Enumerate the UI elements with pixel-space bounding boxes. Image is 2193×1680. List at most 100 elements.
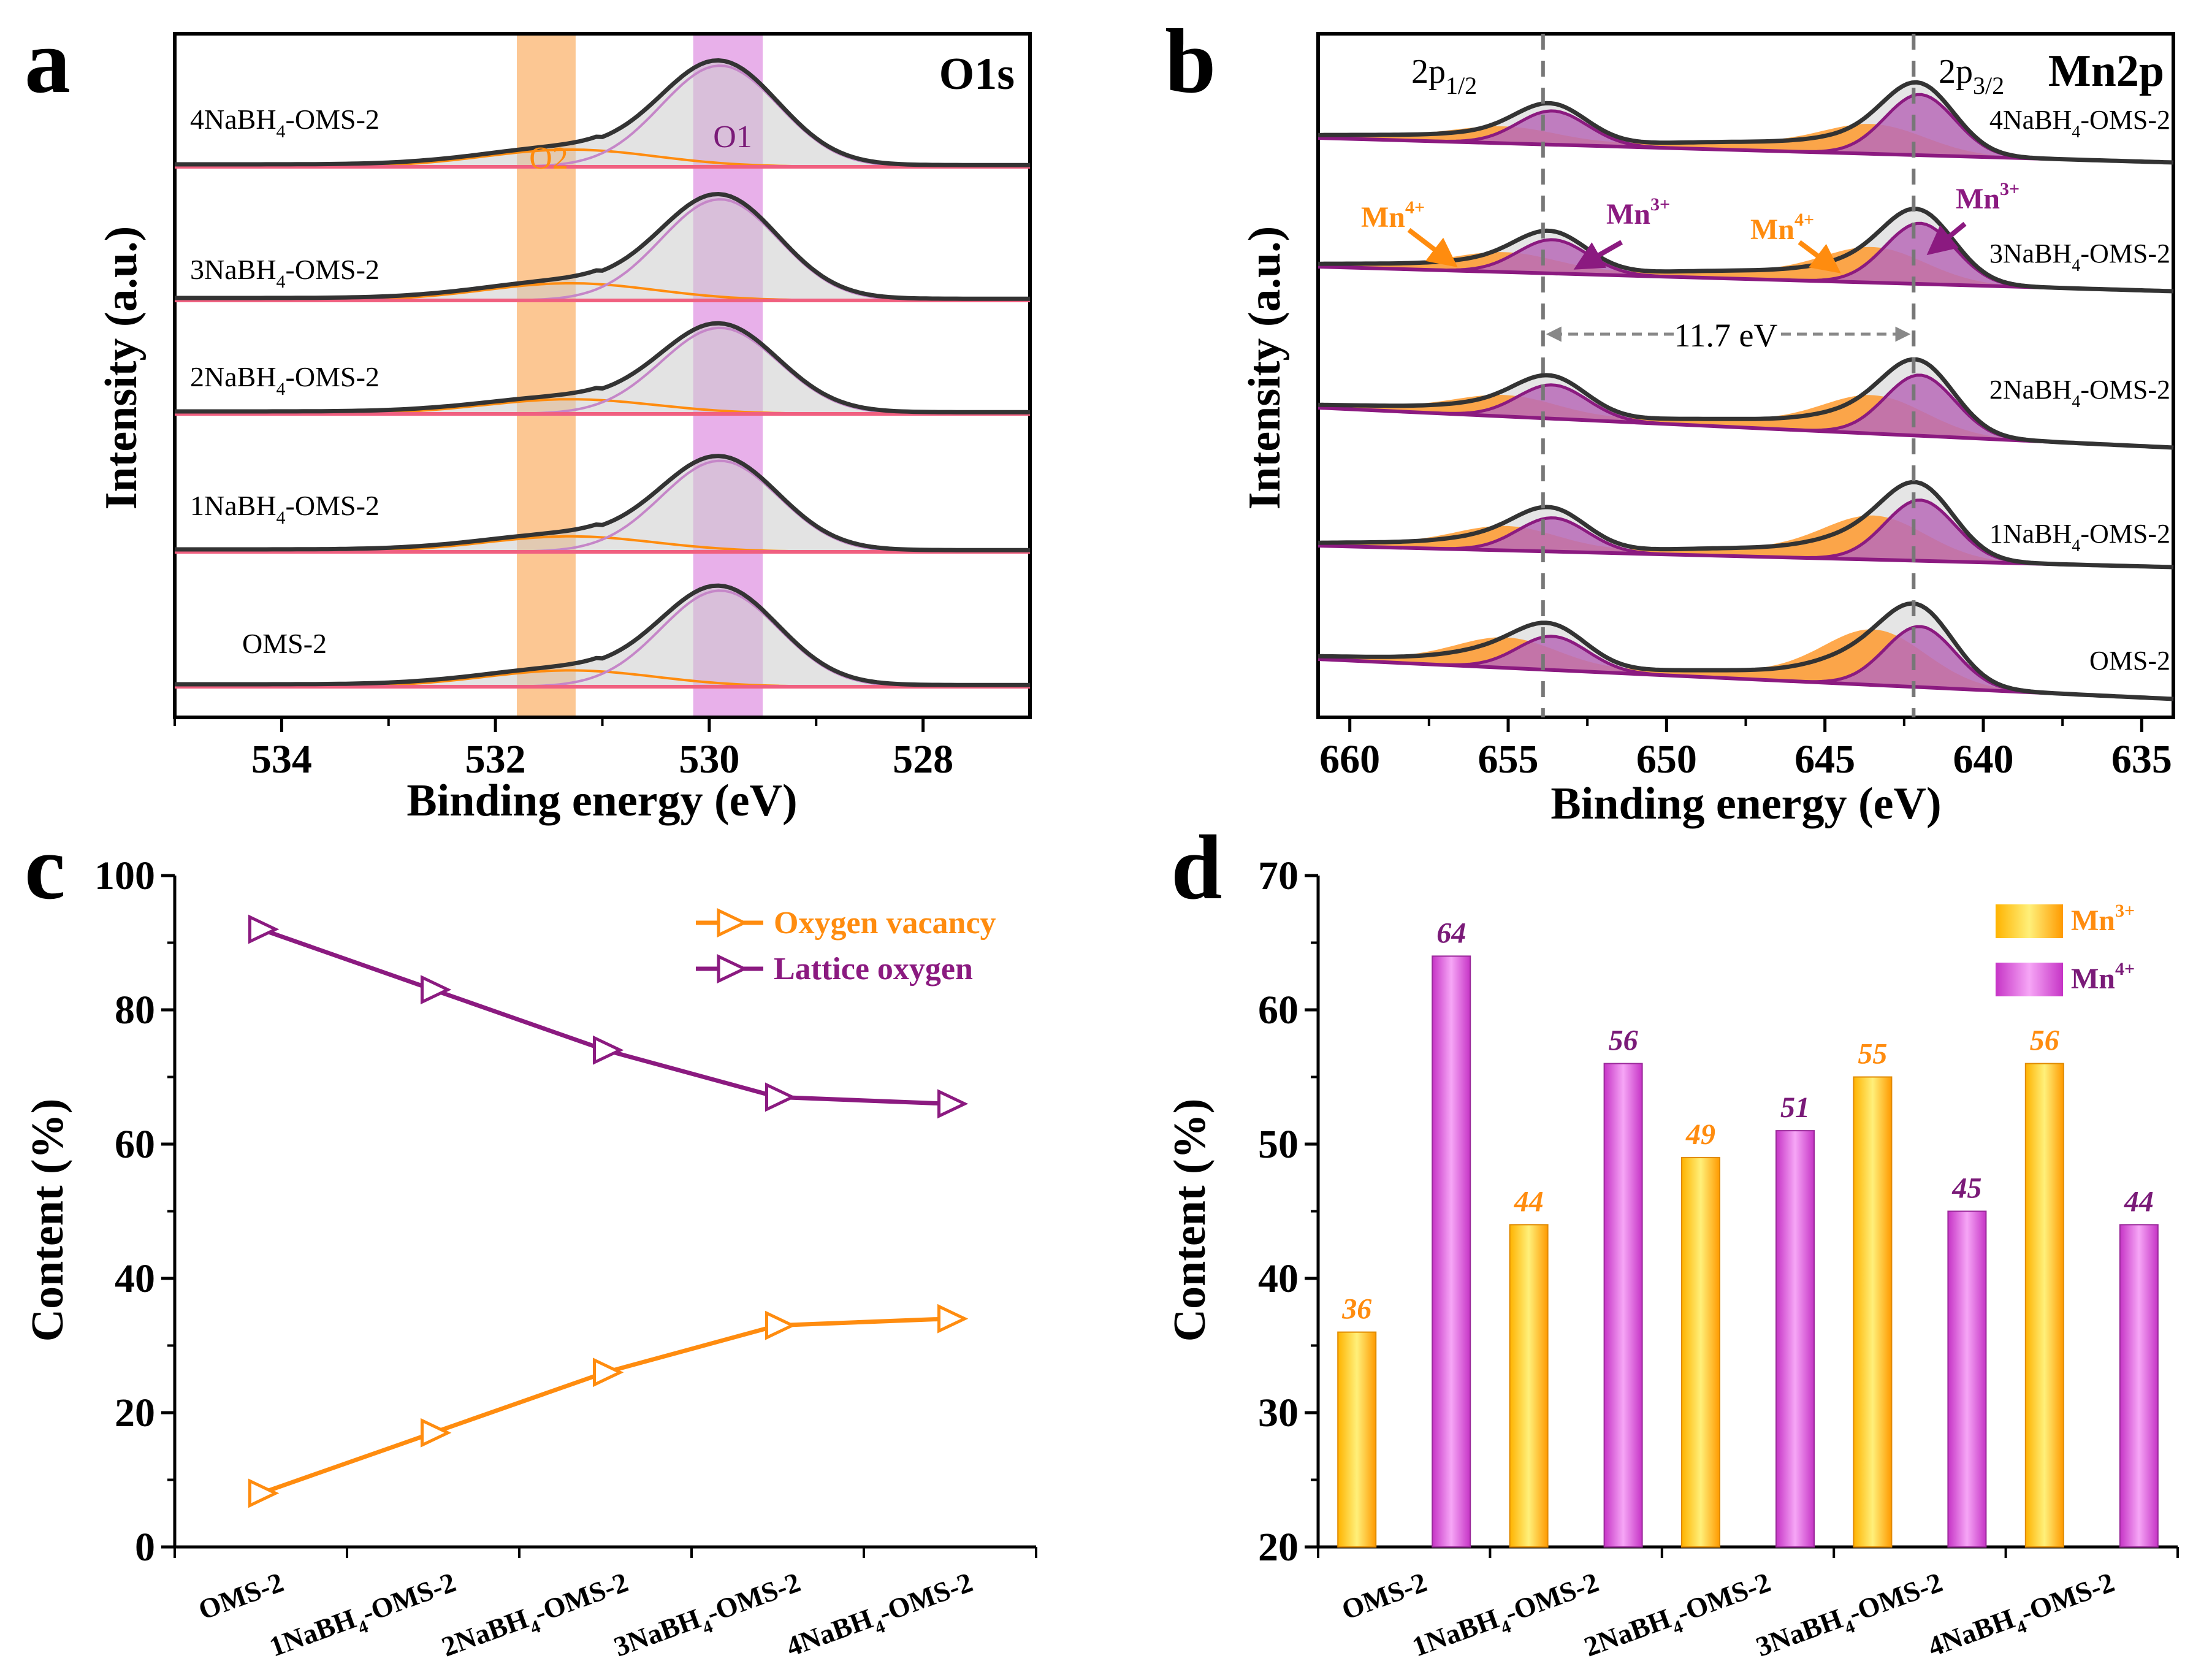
panel-b-sample-labels: 4NaBH4-OMS-2 3NaBH4-OMS-2 2NaBH4-OMS-2 1NaB… [1989,105,2170,676]
category-label: OMS-2 [1338,1566,1431,1625]
series-marker [765,1082,796,1112]
bar-value-label: 56 [2030,1025,2059,1057]
category-label: 4NaBH4-OMS-2 [1924,1566,2121,1668]
mn3-arrow-left [1573,240,1623,270]
series-marker [937,1304,969,1334]
series-marker [248,914,280,944]
label-2p12: 2p1/2 [1411,53,1477,99]
mn3-component [1318,375,2173,448]
o2-band-label: O2 [529,141,568,176]
x-tick-label: 640 [1953,737,2014,782]
o2-highlight-band [517,36,576,716]
category-label: OMS-2 [194,1566,288,1625]
mn4-arrow-right [1798,240,1841,273]
bar-value-label: 55 [1858,1038,1887,1071]
panel-a-x-ticks: 534 532 530 528 [174,717,953,782]
panel-b-mn2p-spectra: b 2p1/2 2p3/2 Mn2p 4NaBH4-OMS-2 3NaBH4-OM… [1165,10,2175,829]
y-tick-label: 20 [115,1391,155,1435]
bar [2024,1063,2064,1548]
panel-c-y-axis-label: Content (%) [23,1099,73,1342]
series-marker [937,1089,969,1119]
panel-d-y-axis-label: Content (%) [1165,1099,1215,1342]
bar [1432,955,1471,1548]
category-label: 3NaBH4-OMS-2 [610,1566,807,1668]
x-tick-label: 534 [251,737,312,782]
panel-a-label: a [25,10,71,112]
panel-a-sample-labels: 4NaBH4-OMS-2 3NaBH4-OMS-2 2NaBH4-OMS-2 1NaB… [190,104,379,659]
envelope-fit [175,191,1030,301]
legend-label: Mn4+ [2071,959,2135,995]
panel-c-axes: 0 20 40 60 80 100 [94,853,1037,1570]
legend-label: Oxygen vacancy [774,906,996,941]
y-tick-label: 60 [115,1122,155,1167]
category-label: 3NaBH4-OMS-2 [1752,1566,1949,1668]
panel-b-element-label: Mn2p [2048,46,2164,96]
category-label: 2NaBH4-OMS-2 [438,1566,635,1668]
legend-swatch [1996,904,2063,938]
envelope-fit [1318,80,2174,165]
envelope-fit [1318,601,2174,701]
y-tick-label: 0 [135,1525,155,1570]
bar [1337,1331,1377,1548]
x-tick-label: 635 [2111,737,2172,782]
panel-a-o1s-spectra: a O1s O2 O1 4NaBH4-OMS-2 3NaBH4-OMS-2 2NaB… [25,10,1032,826]
sample-label: 1NaBH4-OMS-2 [190,490,379,528]
bar [1947,1210,1987,1548]
sample-label: 3NaBH4-OMS-2 [190,254,379,292]
bar-value-label: 64 [1436,917,1466,949]
panel-b-x-ticks: 660 655 650 645 640 635 [1319,717,2172,782]
series-marker [765,1310,796,1340]
bar-value-label: 49 [1685,1118,1715,1151]
panel-c-label: c [25,817,66,918]
envelope-fit [175,58,1030,167]
series-marker [593,1035,624,1065]
mn3-component [1318,223,2173,291]
sample-label: OMS-2 [2089,646,2170,676]
legend-label: Lattice oxygen [774,952,973,987]
x-tick-label: 660 [1319,737,1380,782]
panel-a-x-axis-label: Binding energy (eV) [406,776,797,826]
sample-label: 4NaBH4-OMS-2 [1989,105,2170,142]
category-label: 2NaBH4-OMS-2 [1580,1566,1777,1668]
category-label: 1NaBH4-OMS-2 [1408,1566,1605,1668]
legend-label: Mn3+ [2071,901,2135,937]
panel-b-spectra [1318,80,2174,701]
category-label: 4NaBH4-OMS-2 [782,1566,979,1668]
sample-label: 1NaBH4-OMS-2 [1989,519,2170,556]
x-tick-label: 530 [679,737,739,782]
y-tick-label: 40 [1258,1256,1299,1301]
mn3-annotation-right: Mn3+ [1956,179,2019,215]
envelope-fit [1318,479,2174,570]
panel-d-bars: 36 64 44 56 49 51 55 45 56 44 [1337,917,2159,1548]
y-tick-label: 50 [1258,1122,1299,1167]
envelope-fit [175,583,1030,687]
panel-a-spectra [175,58,1030,689]
bar [1681,1156,1720,1548]
panel-c-category-labels: OMS-21NaBH4-OMS-22NaBH4-OMS-23NaBH4-OMS-… [194,1566,979,1668]
category-label: 1NaBH4-OMS-2 [265,1566,462,1668]
bar-value-label: 51 [1780,1091,1810,1124]
envelope-fit [1318,357,2174,450]
panel-a-y-axis-label: Intensity (a.u.) [96,226,147,510]
panel-d-category-labels: OMS-21NaBH4-OMS-22NaBH4-OMS-23NaBH4-OMS-… [1338,1566,2121,1668]
legend-marker [717,908,748,937]
bar-value-label: 56 [1609,1025,1638,1057]
envelope-fit [175,321,1030,414]
bar-value-label: 36 [1341,1293,1371,1326]
splitting-label: 11.7 eV [1674,317,1778,354]
panel-c-series [248,914,969,1508]
series-marker [421,975,452,1005]
x-tick-label: 528 [893,737,953,782]
series-line [260,1316,950,1495]
sample-label: 3NaBH4-OMS-2 [1989,239,2170,275]
y-tick-label: 40 [115,1256,155,1301]
mn3-component [1318,94,2173,162]
y-tick-label: 100 [94,853,155,898]
y-tick-label: 30 [1258,1391,1299,1435]
label-2p32: 2p3/2 [1939,53,2004,99]
envelope-fit [1318,207,2174,294]
bar [1509,1224,1549,1548]
bar [1603,1063,1643,1548]
panel-c-oxygen-content-chart: c 0 20 40 60 80 100 Oxygen vacancy Lattice oxy… [23,817,1037,1668]
